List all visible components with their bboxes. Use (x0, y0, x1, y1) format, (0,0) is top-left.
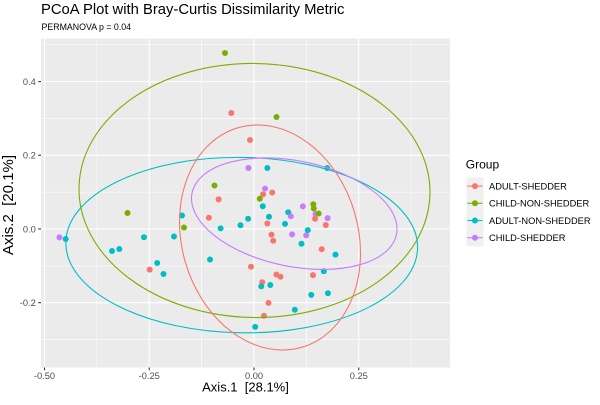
svg-text:0.00: 0.00 (245, 371, 263, 381)
svg-text:0.25: 0.25 (350, 371, 368, 381)
svg-text:0.4: 0.4 (23, 77, 36, 87)
svg-text:ADULT-NON-SHEDDER: ADULT-NON-SHEDDER (489, 216, 591, 226)
svg-text:Group: Group (466, 158, 500, 172)
svg-text:PERMANOVA p = 0.04: PERMANOVA p = 0.04 (42, 22, 132, 32)
svg-text:0.0: 0.0 (23, 224, 36, 234)
svg-text:-0.50: -0.50 (34, 371, 55, 381)
svg-text:0.2: 0.2 (23, 151, 36, 161)
svg-text:CHILD-SHEDDER: CHILD-SHEDDER (489, 233, 566, 243)
svg-text:-0.25: -0.25 (139, 371, 160, 381)
svg-text:Axis.1 [28.1%]: Axis.1 [28.1%] (202, 380, 289, 395)
svg-text:ADULT-SHEDDER: ADULT-SHEDDER (489, 181, 567, 191)
svg-text:CHILD-NON-SHEDDER: CHILD-NON-SHEDDER (489, 199, 589, 209)
svg-text:-0.2: -0.2 (20, 298, 36, 308)
svg-text:PCoA Plot with Bray-Curtis Dis: PCoA Plot with Bray-Curtis Dissimilarity… (41, 2, 345, 18)
svg-text:Axis.2 [20.1%]: Axis.2 [20.1%] (0, 155, 17, 255)
